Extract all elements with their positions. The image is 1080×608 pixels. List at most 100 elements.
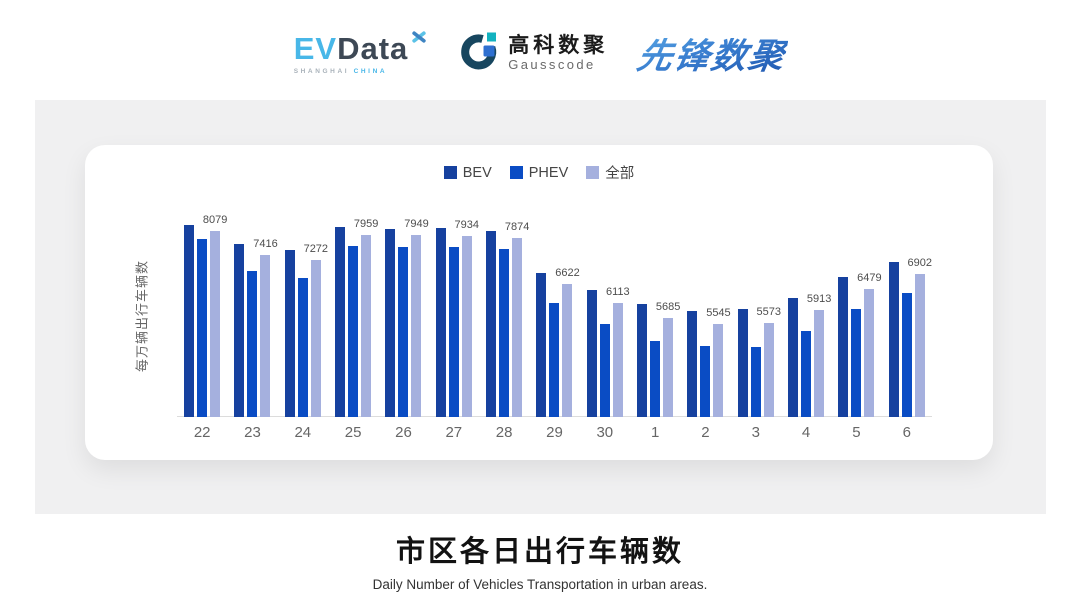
bar-PHEV-day5 — [851, 309, 862, 417]
bar-PHEV-day30 — [599, 324, 610, 417]
value-label-day28: 7874 — [504, 221, 530, 233]
figure-caption: 市区各日出行车辆数 Daily Number of Vehicles Trans… — [0, 528, 1080, 592]
value-label-day25: 7959 — [353, 217, 379, 230]
evdata-ev-text: EV — [293, 30, 338, 66]
evdata-wordmark: EV Data — [293, 30, 429, 66]
bar-PHEV-day6 — [901, 292, 912, 417]
value-label-day5: 6479 — [857, 272, 882, 285]
value-label-day24: 7272 — [303, 243, 329, 256]
evdata-logo: EV Data SHANGHAI CHINA — [293, 30, 429, 75]
x-tick-29: 29 — [546, 424, 563, 441]
legend-item-PHEV[interactable]: PHEV — [509, 165, 568, 181]
bar-group-25: 7959 — [328, 215, 378, 417]
bar-group-4: 5913 — [781, 215, 831, 417]
gausscode-text: 高科数聚 Gausscode — [508, 34, 608, 72]
x-tick-4: 4 — [801, 424, 811, 441]
bar-group-29: 6622 — [529, 215, 580, 417]
x-tick-1: 1 — [650, 424, 660, 441]
bar-group-5: 6479 — [831, 215, 882, 417]
bar-全部-day3 — [763, 322, 774, 417]
gausscode-cn-name: 高科数聚 — [508, 34, 609, 57]
value-label-day27: 7934 — [454, 218, 480, 231]
bar-全部-day28 — [512, 238, 523, 417]
logo-header: EV Data SHANGHAI CHINA — [0, 18, 1080, 88]
evdata-subtitle: SHANGHAI CHINA — [294, 68, 387, 75]
bar-PHEV-day3 — [750, 346, 761, 417]
bar-BEV-day23 — [234, 244, 245, 417]
bar-BEV-day25 — [335, 227, 346, 417]
bar-BEV-day4 — [788, 297, 799, 417]
evdata-china-text: CHINA — [353, 67, 388, 75]
legend-swatch-全部 — [586, 166, 600, 179]
bar-group-26: 7949 — [378, 215, 429, 417]
bar-BEV-day26 — [385, 228, 396, 417]
x-tick-30: 30 — [596, 424, 614, 441]
evdata-x-leaf-icon — [410, 28, 428, 51]
bar-全部-day1 — [663, 318, 674, 417]
value-label-day26: 7949 — [404, 218, 429, 231]
bar-BEV-day27 — [435, 227, 446, 417]
bar-PHEV-day22 — [197, 238, 208, 417]
bar-BEV-day3 — [737, 309, 748, 417]
bar-PHEV-day26 — [398, 246, 409, 417]
value-label-day22: 8079 — [202, 213, 228, 226]
bar-BEV-day1 — [637, 303, 648, 417]
bar-group-27: 7934 — [429, 215, 479, 417]
chart-legend: BEV PHEV 全部 — [85, 145, 993, 183]
legend-item-BEV[interactable]: BEV — [443, 165, 492, 181]
bar-chart: 每万辆出行车辆数 8079 7416 7272 7959 7949 7934 7874 662… — [135, 213, 932, 441]
x-tick-2: 2 — [701, 424, 710, 441]
bar-BEV-day29 — [536, 272, 547, 417]
y-axis-label: 每万辆出行车辆数 — [134, 259, 150, 373]
bar-PHEV-day27 — [448, 247, 459, 417]
bar-全部-day6 — [914, 273, 925, 417]
bar-全部-day29 — [562, 284, 573, 417]
x-tick-27: 27 — [445, 424, 463, 441]
chart-panel: BEV PHEV 全部 每万辆出行车辆数 8079 7416 7272 7959 7949 7… — [35, 100, 1046, 514]
bar-PHEV-day28 — [499, 248, 510, 417]
x-tick-3: 3 — [751, 424, 760, 441]
bar-全部-day22 — [210, 230, 221, 417]
bar-BEV-day2 — [687, 310, 698, 417]
bar-group-23: 7416 — [227, 215, 278, 417]
bar-PHEV-day1 — [650, 341, 661, 417]
value-label-day23: 7416 — [253, 237, 278, 250]
bar-BEV-day30 — [586, 289, 597, 417]
value-label-day1: 5685 — [655, 301, 681, 314]
x-tick-24: 24 — [294, 424, 312, 441]
bar-group-2: 5545 — [680, 215, 731, 417]
x-tick-5: 5 — [852, 424, 861, 441]
bar-group-6: 6902 — [882, 215, 932, 417]
bar-BEV-day22 — [184, 224, 195, 417]
plot-area: 8079 7416 7272 7959 7949 7934 7874 6622 6113 5685… — [177, 213, 932, 417]
bar-BEV-day24 — [284, 249, 295, 417]
figure-title: 市区各日出行车辆数 — [395, 536, 684, 568]
bar-全部-day25 — [361, 234, 372, 417]
x-tick-26: 26 — [395, 424, 412, 441]
x-tick-6: 6 — [902, 424, 911, 441]
bar-PHEV-day23 — [247, 270, 258, 417]
bar-group-28: 7874 — [479, 215, 529, 417]
value-label-day2: 5545 — [706, 306, 731, 319]
x-axis-labels: 22 23 24 25 26 27 28 29 30 1 2 3 4 5 6 — [177, 424, 932, 441]
pioneer-data-logo: 先锋数聚 — [634, 28, 791, 79]
bar-BEV-day6 — [888, 262, 899, 417]
bar-全部-day30 — [612, 302, 623, 417]
bar-全部-day4 — [814, 310, 825, 417]
bar-全部-day26 — [411, 235, 422, 417]
legend-item-全部[interactable]: 全部 — [586, 162, 634, 183]
x-tick-23: 23 — [244, 424, 261, 441]
bar-group-24: 7272 — [278, 215, 328, 417]
bar-BEV-day5 — [838, 277, 849, 417]
bar-group-30: 6113 — [580, 215, 630, 417]
bar-全部-day5 — [864, 289, 875, 417]
x-tick-28: 28 — [495, 424, 513, 441]
bar-group-1: 5685 — [630, 215, 680, 417]
bar-全部-day23 — [260, 254, 271, 417]
bar-group-3: 5573 — [731, 215, 781, 417]
x-tick-22: 22 — [193, 424, 211, 441]
gausscode-g-icon — [458, 30, 500, 77]
gausscode-en-name: Gausscode — [508, 57, 596, 72]
legend-swatch-BEV — [443, 166, 457, 179]
value-label-day4: 5913 — [806, 293, 832, 305]
